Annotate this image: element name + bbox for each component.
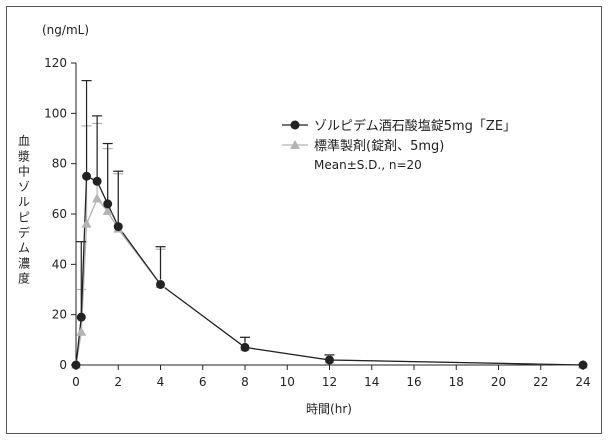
legend-marker-test — [290, 120, 300, 130]
legend: ゾルピデム酒石酸塩錠5mg「ZE」 標準製剤(錠剤、5mg) Mean±S.D.… — [282, 118, 516, 172]
series-line-reference — [75, 197, 584, 366]
y-tick-label: 20 — [52, 308, 67, 322]
y-tick-label: 80 — [52, 157, 67, 171]
data-point-test — [325, 355, 334, 365]
y-axis-label-char: ル — [18, 195, 30, 209]
y-axis-label-char: デ — [18, 225, 30, 240]
data-point-test — [92, 176, 102, 186]
x-tick-label: 6 — [199, 375, 207, 389]
x-tick-label: 0 — [72, 375, 80, 389]
data-point-test — [71, 360, 81, 370]
data-point-reference — [81, 218, 92, 228]
y-axis-label-char: 度 — [18, 271, 30, 286]
y-tick-label: 60 — [52, 207, 67, 221]
data-point-test — [103, 199, 113, 209]
y-axis-label-char: ゾ — [18, 180, 30, 194]
y-unit-label: (ng/mL) — [42, 23, 89, 37]
x-tick-label: 10 — [280, 375, 295, 389]
data-point-reference — [76, 326, 87, 336]
y-axis-label-char: 漿 — [18, 148, 30, 163]
y-axis-label-char: 中 — [18, 164, 30, 179]
data-point-test — [240, 342, 250, 352]
x-tick-label: 12 — [322, 375, 337, 389]
x-axis-label: 時間(hr) — [306, 402, 352, 416]
y-tick-label: 100 — [44, 106, 67, 120]
x-tick-label: 24 — [575, 375, 590, 389]
x-tick-label: 14 — [364, 375, 379, 389]
data-point-test — [578, 360, 588, 370]
data-point-test — [113, 222, 123, 232]
data-point-test — [156, 279, 165, 289]
x-tick-label: 20 — [491, 375, 506, 389]
y-axis-label-char: ピ — [18, 211, 30, 225]
y-axis-label-char: 濃 — [18, 256, 30, 270]
x-tick-label: 16 — [406, 375, 421, 389]
y-tick-label: 0 — [59, 358, 67, 372]
y-axis-label-char: ム — [18, 241, 30, 255]
y-axis-label-char: 血 — [18, 134, 30, 148]
y-tick-label: 120 — [44, 56, 67, 70]
chart-frame — [6, 6, 602, 434]
data-point-test — [82, 171, 92, 181]
y-tick-label: 40 — [52, 257, 67, 271]
legend-label-reference: 標準製剤(錠剤、5mg) — [314, 138, 444, 154]
x-tick-label: 8 — [241, 375, 249, 389]
series-line-test — [75, 175, 584, 366]
stats-note: Mean±S.D., n=20 — [314, 158, 422, 172]
data-point-reference — [92, 193, 103, 203]
data-point-test — [76, 312, 86, 322]
x-tick-label: 18 — [449, 375, 464, 389]
x-tick-label: 2 — [114, 375, 122, 389]
legend-label-test: ゾルピデム酒石酸塩錠5mg「ZE」 — [314, 118, 516, 134]
x-tick-label: 22 — [533, 375, 548, 389]
legend-marker-reference — [290, 140, 300, 149]
data-point-reference — [102, 205, 113, 215]
x-tick-label: 4 — [157, 375, 165, 389]
